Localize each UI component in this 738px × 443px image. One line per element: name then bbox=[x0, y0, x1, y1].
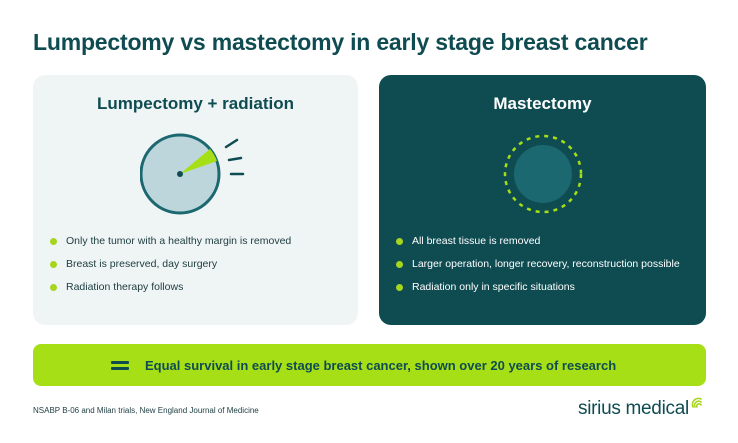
brand-logo: sirius medical bbox=[578, 397, 703, 420]
lumpectomy-card-title: Lumpectomy + radiation bbox=[97, 94, 294, 113]
bullet-dot-icon bbox=[396, 238, 403, 245]
brand-name: sirius medical bbox=[578, 398, 689, 419]
source-citation: NSABP B-06 and Milan trials, New England… bbox=[33, 406, 259, 415]
equals-icon bbox=[111, 359, 129, 371]
lumpectomy-card: Lumpectomy + radiation Only the tumor wi… bbox=[33, 75, 358, 325]
bullet-text: Only the tumor with a healthy margin is … bbox=[66, 235, 292, 247]
bullet-text: Radiation only in specific situations bbox=[412, 281, 575, 293]
bullet-dot-icon bbox=[50, 261, 57, 268]
bullet-text: Breast is preserved, day surgery bbox=[66, 258, 218, 270]
breast-with-small-tumor-removed-icon bbox=[139, 133, 244, 215]
page-title: Lumpectomy vs mastectomy in early stage … bbox=[33, 29, 648, 55]
list-item: Larger operation, longer recovery, recon… bbox=[396, 258, 694, 271]
bullet-text: Radiation therapy follows bbox=[66, 281, 184, 293]
banner-text: Equal survival in early stage breast can… bbox=[145, 357, 617, 373]
list-item: Radiation only in specific situations bbox=[396, 281, 694, 294]
mastectomy-illustration bbox=[493, 127, 593, 232]
lumpectomy-bullet-list: Only the tumor with a healthy margin is … bbox=[50, 235, 346, 304]
survival-banner: Equal survival in early stage breast can… bbox=[33, 344, 706, 386]
breast-fully-removed-icon bbox=[503, 134, 582, 214]
bullet-text: Larger operation, longer recovery, recon… bbox=[412, 258, 680, 270]
list-item: Radiation therapy follows bbox=[50, 281, 346, 294]
list-item: Only the tumor with a healthy margin is … bbox=[50, 235, 346, 248]
lumpectomy-illustration bbox=[139, 127, 252, 232]
sirius-medical-logo-icon bbox=[691, 397, 702, 408]
bullet-dot-icon bbox=[50, 238, 57, 245]
bullet-dot-icon bbox=[396, 261, 403, 268]
mastectomy-bullet-list: All breast tissue is removed Larger oper… bbox=[396, 235, 694, 304]
mastectomy-card-title: Mastectomy bbox=[493, 94, 592, 113]
list-item: Breast is preserved, day surgery bbox=[50, 258, 346, 271]
bullet-dot-icon bbox=[50, 284, 57, 291]
mastectomy-card: Mastectomy All breast tissue is removed … bbox=[379, 75, 706, 325]
bullet-text: All breast tissue is removed bbox=[412, 235, 541, 247]
list-item: All breast tissue is removed bbox=[396, 235, 694, 248]
bullet-dot-icon bbox=[396, 284, 403, 291]
